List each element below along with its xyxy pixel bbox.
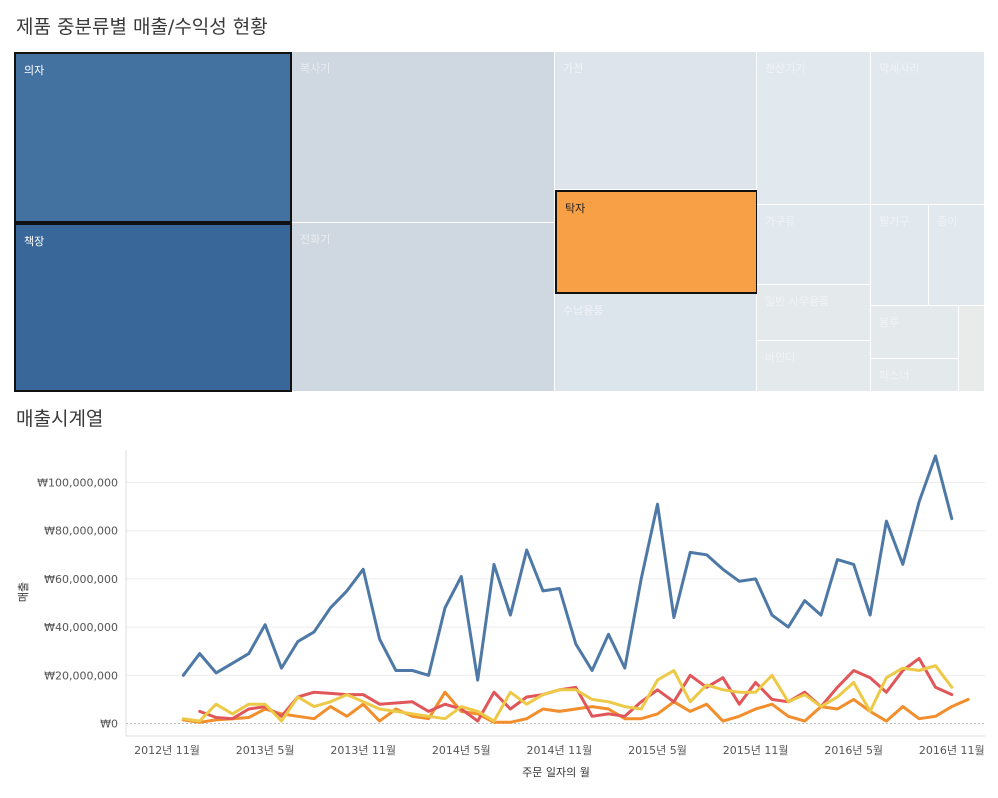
series-line-1[interactable] bbox=[181, 454, 954, 682]
treemap-tile-storage[interactable]: 수납용품 bbox=[555, 294, 757, 392]
treemap-tile-fastener[interactable]: 파스너 bbox=[871, 359, 959, 392]
treemap-tile-chair[interactable]: 의자 bbox=[14, 52, 292, 223]
treemap-tile-bookcase[interactable]: 책장 bbox=[14, 223, 292, 392]
x-tick-label: 2014년 5월 bbox=[432, 744, 491, 757]
treemap-tile-label: 종이 bbox=[937, 215, 958, 228]
line-chart-title: 매출시계열 bbox=[16, 408, 104, 430]
sales-line-chart: ₩0 ₩20,000,000 ₩40,000,000 ₩60,000,000 ₩80,0… bbox=[17, 450, 985, 779]
treemap-tile-writing[interactable]: 필기구 bbox=[871, 205, 929, 306]
y-tick-label: ₩60,000,000 bbox=[44, 573, 118, 586]
treemap-tile-machine[interactable]: 전산기기 bbox=[757, 52, 871, 205]
treemap-tile-label: 필기구 bbox=[879, 215, 910, 228]
y-tick-label: ₩100,000,000 bbox=[37, 477, 118, 490]
treemap-tile-label: 탁자 bbox=[565, 202, 586, 215]
y-axis-label: 매출 bbox=[17, 582, 30, 602]
grid-lines bbox=[125, 450, 985, 737]
y-tick-label: ₩40,000,000 bbox=[44, 621, 118, 634]
treemap-tile-label: 책장 bbox=[24, 235, 45, 248]
treemap-tile-label: 전화기 bbox=[300, 233, 331, 246]
treemap-tile-label: 바인더 bbox=[765, 351, 796, 364]
x-tick-label: 2013년 11월 bbox=[330, 744, 396, 757]
treemap-tile-appliance[interactable]: 가전 bbox=[555, 52, 757, 190]
x-tick-label: 2013년 5월 bbox=[236, 744, 295, 757]
y-tick-label: ₩0 bbox=[100, 718, 118, 731]
treemap-tile-envelope[interactable]: 봉투 bbox=[871, 306, 959, 359]
y-axis-ticks: ₩0 ₩20,000,000 ₩40,000,000 ₩60,000,000 ₩80,0… bbox=[37, 477, 118, 731]
treemap-tile-label: 복사기 bbox=[300, 62, 331, 75]
treemap-tile-label: 의자 bbox=[24, 64, 45, 77]
treemap-tile-label: 악세사리 bbox=[879, 62, 920, 75]
treemap-tile-label: 전산기기 bbox=[765, 62, 806, 75]
treemap-tile-label: 일반 사무용품 bbox=[765, 295, 830, 308]
treemap-tile-paper[interactable]: 종이 bbox=[929, 205, 985, 306]
x-tick-label: 2012년 11월 bbox=[134, 744, 200, 757]
treemap-tile-copier[interactable]: 복사기 bbox=[292, 52, 555, 223]
treemap-tile-label: 파스너 bbox=[879, 369, 910, 382]
treemap-tile-label: 가전 bbox=[563, 62, 584, 75]
treemap-tile-label: 수납용품 bbox=[563, 304, 604, 317]
x-tick-label: 2015년 11월 bbox=[723, 744, 789, 757]
treemap-tile-other[interactable] bbox=[959, 306, 985, 392]
y-tick-label: ₩80,000,000 bbox=[44, 525, 118, 538]
x-tick-label: 2016년 11월 bbox=[919, 744, 985, 757]
series-lines bbox=[181, 454, 970, 724]
treemap-tile-phone[interactable]: 전화기 bbox=[292, 223, 555, 392]
series-line-3[interactable] bbox=[198, 656, 954, 723]
treemap-tile-office[interactable]: 일반 사무용품 bbox=[757, 285, 871, 341]
x-tick-label: 2014년 11월 bbox=[527, 744, 593, 757]
x-tick-label: 2015년 5월 bbox=[628, 744, 687, 757]
x-tick-label: 2016년 5월 bbox=[824, 744, 883, 757]
treemap-tile-binder[interactable]: 바인더 bbox=[757, 341, 871, 392]
treemap-tile-label: 가구류 bbox=[765, 215, 796, 228]
x-axis-label: 주문 일자의 월 bbox=[522, 765, 590, 779]
y-tick-label: ₩20,000,000 bbox=[44, 669, 118, 682]
treemap-tile-accessory[interactable]: 악세사리 bbox=[871, 52, 985, 205]
series-line-2[interactable] bbox=[181, 690, 970, 724]
series-line-4[interactable] bbox=[181, 664, 954, 723]
treemap-tile-label: 봉투 bbox=[879, 316, 900, 329]
treemap-title: 제품 중분류별 매출/수익성 현황 bbox=[16, 16, 268, 38]
x-axis-ticks: 2012년 11월 2013년 5월 2013년 11월 2014년 5월 2014년 … bbox=[134, 744, 985, 757]
treemap-tile-furnishing[interactable]: 가구류 bbox=[757, 205, 871, 285]
treemap-tile-table[interactable]: 탁자 bbox=[555, 190, 758, 294]
